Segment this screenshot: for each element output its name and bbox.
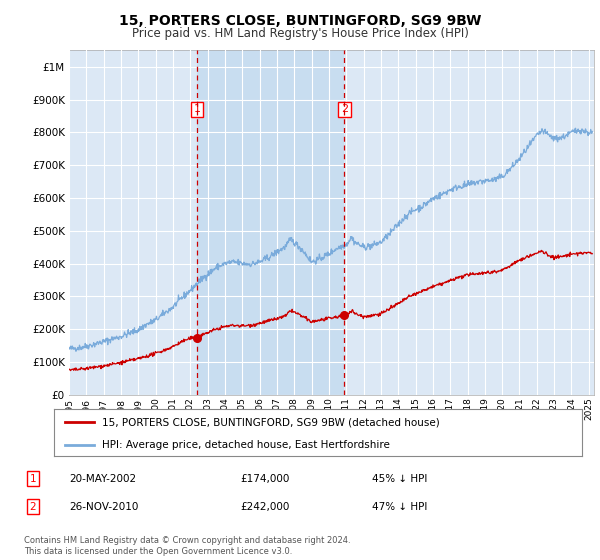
Text: 2: 2 — [341, 105, 348, 114]
Text: Price paid vs. HM Land Registry's House Price Index (HPI): Price paid vs. HM Land Registry's House … — [131, 27, 469, 40]
Text: HPI: Average price, detached house, East Hertfordshire: HPI: Average price, detached house, East… — [101, 440, 389, 450]
Text: 45% ↓ HPI: 45% ↓ HPI — [372, 474, 427, 484]
Text: 26-NOV-2010: 26-NOV-2010 — [69, 502, 139, 512]
Text: 20-MAY-2002: 20-MAY-2002 — [69, 474, 136, 484]
Text: 2: 2 — [29, 502, 37, 512]
Text: Contains HM Land Registry data © Crown copyright and database right 2024.
This d: Contains HM Land Registry data © Crown c… — [24, 536, 350, 556]
Text: £174,000: £174,000 — [240, 474, 289, 484]
Text: 15, PORTERS CLOSE, BUNTINGFORD, SG9 9BW (detached house): 15, PORTERS CLOSE, BUNTINGFORD, SG9 9BW … — [101, 417, 439, 427]
Text: £242,000: £242,000 — [240, 502, 289, 512]
Text: 47% ↓ HPI: 47% ↓ HPI — [372, 502, 427, 512]
Text: 1: 1 — [29, 474, 37, 484]
Text: 15, PORTERS CLOSE, BUNTINGFORD, SG9 9BW: 15, PORTERS CLOSE, BUNTINGFORD, SG9 9BW — [119, 14, 481, 28]
Bar — [197, 50, 344, 395]
Text: 1: 1 — [193, 105, 200, 114]
